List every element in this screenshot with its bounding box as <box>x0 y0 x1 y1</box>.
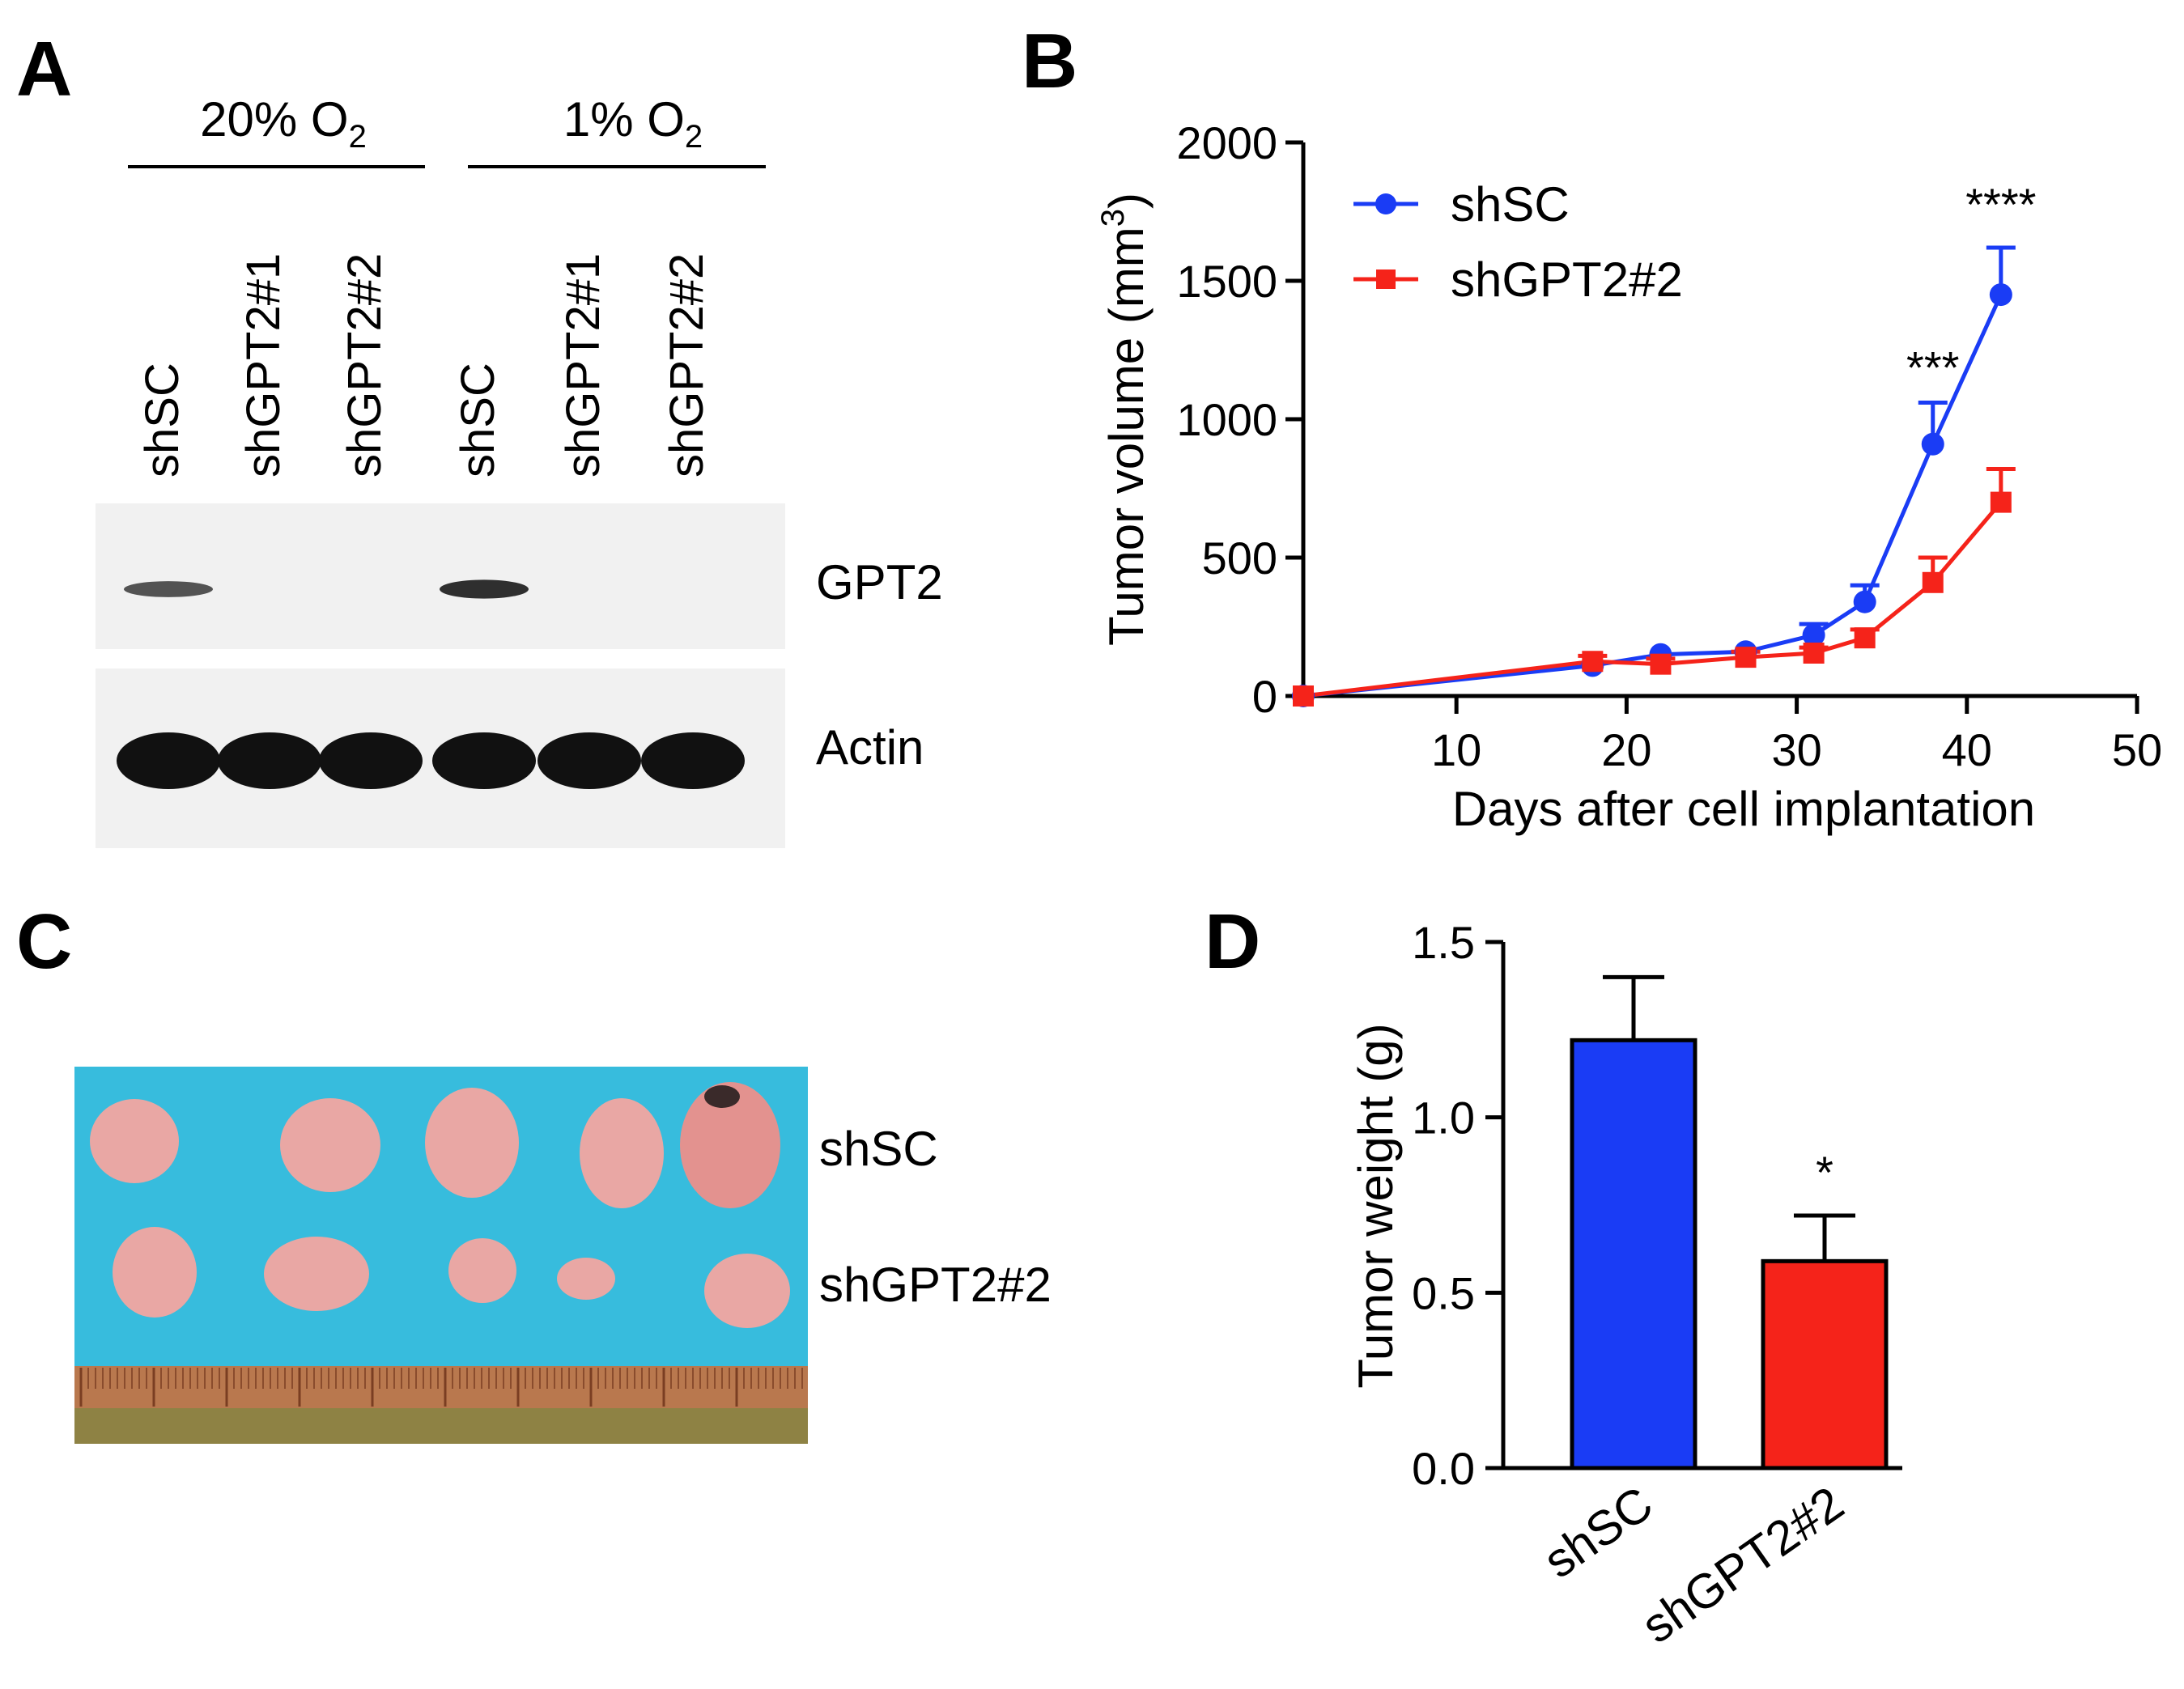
condition-label-20pct: 20% O2 <box>200 92 367 155</box>
bar-category-label: shGPT2#2 <box>1632 1476 1853 1653</box>
lane-label: shSC <box>136 363 189 477</box>
line-chart-x-axis-label: Days after cell implantation <box>1452 782 2035 836</box>
bar-shsc <box>1570 1038 1697 1470</box>
lane-labels: shSC shGPT2#1 shGPT2#2 shSC shGPT2#1 shGPT2#2 <box>136 253 713 477</box>
bar-category-label: shSC <box>1534 1476 1663 1589</box>
line-chart-x-ticks: 10 20 30 40 50 <box>1431 696 2162 775</box>
tumor-shsc-5 <box>680 1082 780 1208</box>
y-tick-label: 0 <box>1252 671 1277 722</box>
y-tick-label: 1.0 <box>1412 1093 1475 1144</box>
bar-chart-y-ticks: 0.0 0.5 1.0 1.5 <box>1412 917 1503 1494</box>
panel-b-label: B <box>1022 18 1077 104</box>
series-line-shgpt2 <box>1302 500 2003 698</box>
tumor-shsc-1 <box>90 1099 179 1183</box>
data-point-shgpt2 <box>1990 491 2012 513</box>
data-point-shsc <box>1921 432 1944 456</box>
legend-label-shgpt2: shGPT2#2 <box>1451 253 1683 307</box>
blot-band-actin <box>641 732 745 789</box>
significance-annotation: **** <box>1965 179 2036 230</box>
series-line-shsc <box>1302 294 2003 698</box>
blot-bands <box>117 579 745 789</box>
data-point-shgpt2 <box>1735 647 1757 668</box>
line-chart-plot: ******* <box>1292 179 2036 707</box>
panel-a: A 20% O2 1% O2 shSC shGPT2#1 shGPT2#2 shSC s… <box>16 26 943 848</box>
blot-label-gpt2: GPT2 <box>816 555 943 609</box>
x-tick-label: 40 <box>1942 724 1992 775</box>
panel-b: B 0 500 1000 1500 2000 10 20 30 40 50 Tumor volu… <box>1022 18 2162 836</box>
data-point-shsc <box>1989 283 2012 307</box>
blot-band-actin <box>319 732 423 789</box>
line-chart-y-axis-label: Tumor volume (mm3) <box>1095 193 1154 646</box>
data-point-shgpt2 <box>1293 685 1314 707</box>
blot-band-actin <box>117 732 220 789</box>
bar-shgpt2 <box>1761 1258 1889 1470</box>
y-tick-label: 1.5 <box>1412 917 1475 968</box>
data-point-shgpt2 <box>1803 642 1825 664</box>
line-chart-legend: shSC shGPT2#2 <box>1353 177 1683 307</box>
tumor-shgpt2-5 <box>704 1254 790 1328</box>
significance-annotation: * <box>1816 1147 1833 1198</box>
lane-label: shGPT2#1 <box>557 253 610 477</box>
tumor-shsc-5-dark-spot <box>704 1085 740 1108</box>
data-point-shgpt2 <box>1582 651 1604 673</box>
photo-row-label-shsc: shSC <box>819 1122 938 1176</box>
lane-label: shGPT2#2 <box>338 253 391 477</box>
condition-label-1pct: 1% O2 <box>563 92 703 155</box>
blot-band-actin <box>432 732 536 789</box>
ruler-ticks <box>79 1368 803 1407</box>
data-point-shsc <box>1853 590 1876 613</box>
data-point-shgpt2 <box>1922 571 1944 593</box>
x-tick-label: 50 <box>2112 724 2162 775</box>
legend-marker-shgpt2 <box>1376 269 1396 289</box>
tumor-shsc-2 <box>280 1098 380 1192</box>
blot-band-actin <box>218 732 321 789</box>
line-chart-y-ticks: 0 500 1000 1500 2000 <box>1176 117 1303 722</box>
lane-label: shGPT2#2 <box>661 253 713 477</box>
lane-label: shSC <box>452 363 504 477</box>
data-point-shgpt2 <box>1854 627 1876 649</box>
panel-c-label: C <box>16 898 72 985</box>
gpt2-blot <box>96 503 785 649</box>
tumor-shgpt2-3 <box>448 1238 516 1303</box>
x-tick-label: 10 <box>1431 724 1481 775</box>
y-tick-label: 0.0 <box>1412 1443 1475 1494</box>
tumor-shsc-3 <box>425 1088 519 1198</box>
blot-band-actin <box>538 732 641 789</box>
panel-a-label: A <box>16 26 72 112</box>
photo-row-label-shgpt2: shGPT2#2 <box>819 1258 1052 1312</box>
tumor-shgpt2-4 <box>557 1258 615 1300</box>
legend-marker-shsc <box>1375 193 1396 214</box>
y-tick-label: 500 <box>1202 533 1277 584</box>
data-point-shsc <box>1802 623 1825 647</box>
photo-ruler-base <box>74 1408 808 1444</box>
tumor-shgpt2-2 <box>264 1237 369 1311</box>
y-tick-label: 0.5 <box>1412 1267 1475 1318</box>
y-tick-label: 1000 <box>1176 394 1277 445</box>
tumor-photo <box>74 1067 808 1444</box>
panel-d: D 0.0 0.5 1.0 1.5 Tumor weight (g) shSCshGP… <box>1205 898 1902 1653</box>
blot-band-gpt2 <box>440 579 529 599</box>
blot-band-gpt2 <box>124 581 213 597</box>
x-tick-label: 20 <box>1601 724 1651 775</box>
data-point-shgpt2 <box>1650 653 1672 675</box>
y-tick-label: 1500 <box>1176 256 1277 307</box>
tumor-shgpt2-1 <box>113 1227 197 1318</box>
bar-chart-y-axis-label: Tumor weight (g) <box>1349 1023 1403 1388</box>
y-tick-label: 2000 <box>1176 117 1277 168</box>
significance-annotation: *** <box>1906 342 1959 393</box>
lane-label: shGPT2#1 <box>237 253 290 477</box>
panel-c: C shSC shGPT2#2 <box>16 898 1052 1444</box>
x-tick-label: 30 <box>1771 724 1821 775</box>
legend-label-shsc: shSC <box>1451 177 1570 231</box>
blot-label-actin: Actin <box>816 720 924 774</box>
tumor-shsc-4 <box>580 1098 664 1208</box>
panel-d-label: D <box>1205 898 1260 985</box>
